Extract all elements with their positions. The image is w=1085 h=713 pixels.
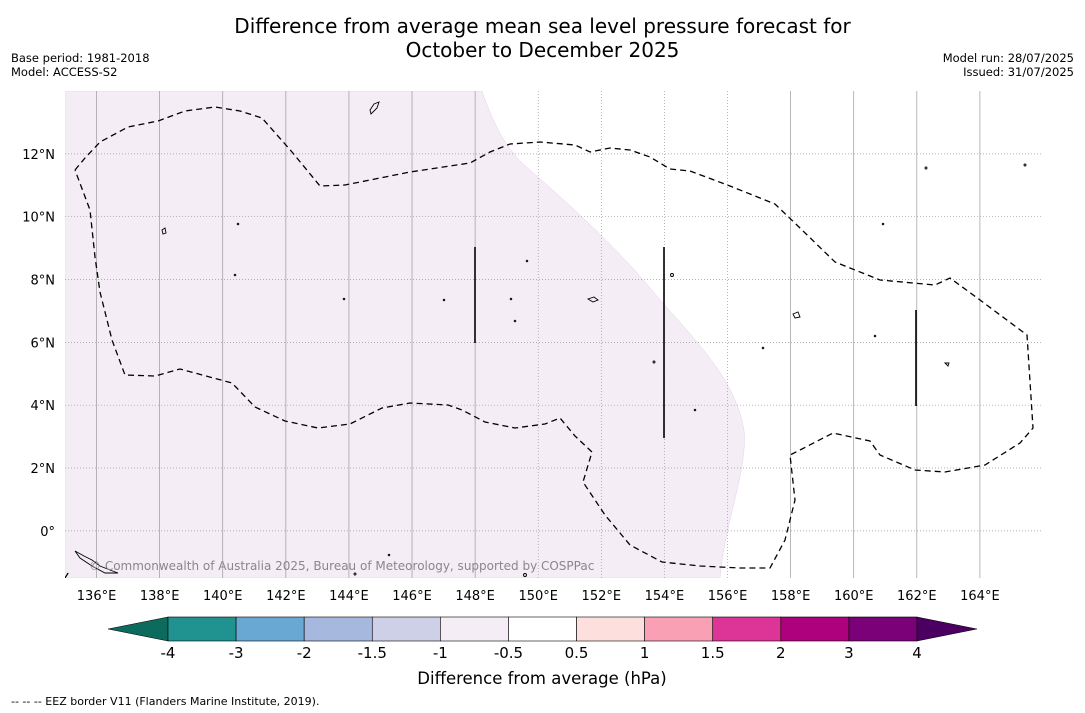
lat-tick-label-2: 2°N xyxy=(31,462,56,477)
title-line-2: October to December 2025 xyxy=(405,38,680,62)
map-area: © Commonwealth of Australia 2025, Bureau… xyxy=(65,91,1043,578)
island-yap xyxy=(161,227,167,235)
islands xyxy=(74,101,1027,577)
colorbar-bin-3 xyxy=(371,616,441,642)
islet-8 xyxy=(881,222,885,226)
map-gridlines xyxy=(65,91,1043,578)
lat-tick-label-6: 6°N xyxy=(31,336,56,351)
lon-tick-label-156: 156°E xyxy=(708,589,748,604)
lat-tick-label-0: 0° xyxy=(40,525,55,540)
footnote-eez-source: -- -- -- EEZ border V11 (Flanders Marine… xyxy=(11,695,320,708)
colorbar-tick-label-4: -1 xyxy=(433,644,448,662)
colorbar-bin-5 xyxy=(508,616,577,642)
islet-15 xyxy=(873,334,877,338)
islet-11 xyxy=(236,222,240,226)
colorbar-over-arrow xyxy=(916,616,978,642)
eez-border-south xyxy=(65,569,71,578)
islet-7 xyxy=(761,346,765,350)
lon-tick-label-142: 142°E xyxy=(266,589,306,604)
lat-tick-label-4: 4°N xyxy=(31,399,56,414)
colorbar-bin-10 xyxy=(848,616,918,642)
lon-tick-label-160: 160°E xyxy=(834,589,874,604)
colorbar-bin-4 xyxy=(440,616,509,642)
chart-title: Difference from average mean sea level p… xyxy=(0,14,1085,62)
colorbar-bin-2 xyxy=(303,616,373,642)
islet-18 xyxy=(523,573,527,577)
anomaly-region-fill xyxy=(65,91,745,578)
eez-border-fsm xyxy=(74,106,1034,569)
colorbar-under-arrow xyxy=(107,616,169,642)
colorbar-bins xyxy=(167,616,918,642)
colorbar-tick-label-8: 1.5 xyxy=(701,644,725,662)
colorbar-bin-0 xyxy=(167,616,237,642)
lat-tick-label-10: 10°N xyxy=(22,211,55,226)
colorbar-title: Difference from average (hPa) xyxy=(417,669,666,688)
colorbar-tick-label-9: 2 xyxy=(776,644,786,662)
latitude-labels: 12°N 10°N 8°N 6°N 4°N 2°N 0° xyxy=(22,148,55,540)
lon-tick-label-152: 152°E xyxy=(582,589,622,604)
model-name: Model: ACCESS-S2 xyxy=(11,65,118,79)
island-pohnpei xyxy=(792,311,801,319)
colorbar-tick-label-10: 3 xyxy=(844,644,854,662)
colorbar-tick-labels: -4 -3 -2 -1.5 -1 -0.5 0.5 1 1.5 2 3 4 xyxy=(161,644,922,662)
island-guam xyxy=(369,101,380,115)
meta-left: Base period: 1981-2018 Model: ACCESS-S2 xyxy=(11,51,150,79)
island-kosrae xyxy=(943,362,950,367)
islet-6 xyxy=(693,408,697,412)
islet-13 xyxy=(342,297,346,301)
lon-tick-label-162: 162°E xyxy=(897,589,937,604)
lon-tick-label-150: 150°E xyxy=(518,589,558,604)
base-period: Base period: 1981-2018 xyxy=(11,51,150,65)
lon-tick-label-144: 144°E xyxy=(329,589,369,604)
colorbar-tick-label-5: -0.5 xyxy=(494,644,523,662)
islet-3 xyxy=(513,319,517,323)
colorbar-tick-label-7: 1 xyxy=(640,644,650,662)
colorbar-bin-1 xyxy=(235,616,305,642)
colorbar-bin-7 xyxy=(644,616,714,642)
islet-12 xyxy=(233,273,237,277)
colorbar-tick-label-0: -4 xyxy=(161,644,176,662)
islet-14 xyxy=(442,298,446,302)
longitude-labels: 136°E 138°E 140°E 142°E 144°E 146°E 148°E 150°E… xyxy=(77,589,1000,604)
colorbar-tick-label-6: 0.5 xyxy=(565,644,589,662)
island-png-north xyxy=(74,550,119,574)
lon-tick-label-148: 148°E xyxy=(455,589,495,604)
islet-16 xyxy=(387,553,391,557)
islet-9 xyxy=(924,166,928,170)
lon-tick-label-136: 136°E xyxy=(77,589,117,604)
lon-tick-label-164: 164°E xyxy=(960,589,1000,604)
colorbar-tick-label-1: -3 xyxy=(229,644,244,662)
lon-tick-label-154: 154°E xyxy=(645,589,685,604)
lon-tick-label-146: 146°E xyxy=(392,589,432,604)
lat-tick-label-8: 8°N xyxy=(31,274,56,289)
colorbar-tick-label-11: 4 xyxy=(912,644,922,662)
islet-1 xyxy=(670,273,674,277)
lon-tick-label-158: 158°E xyxy=(771,589,811,604)
islet-17 xyxy=(353,572,357,576)
colorbar-bin-6 xyxy=(576,616,645,642)
model-run-date: Model run: 28/07/2025 xyxy=(942,51,1074,65)
colorbar-tick-label-3: -1.5 xyxy=(358,644,387,662)
copyright-notice: © Commonwealth of Australia 2025, Bureau… xyxy=(89,559,594,573)
islet-2 xyxy=(525,259,529,263)
lon-tick-label-140: 140°E xyxy=(203,589,243,604)
islet-10 xyxy=(1023,163,1027,167)
lat-tick-label-12: 12°N xyxy=(22,148,55,163)
colorbar-bin-9 xyxy=(780,616,850,642)
issued-date: Issued: 31/07/2025 xyxy=(963,65,1074,79)
title-line-1: Difference from average mean sea level p… xyxy=(234,14,851,38)
island-chuuk xyxy=(586,296,599,303)
colorbar-bin-8 xyxy=(712,616,782,642)
meta-right: Model run: 28/07/2025 Issued: 31/07/2025 xyxy=(943,51,1074,79)
islet-4 xyxy=(509,297,513,301)
lon-tick-label-138: 138°E xyxy=(140,589,180,604)
islet-5 xyxy=(652,360,656,364)
colorbar-tick-label-2: -2 xyxy=(297,644,312,662)
colorbar: -4 -3 -2 -1.5 -1 -0.5 0.5 1 1.5 2 3 4 Difference fr… xyxy=(107,616,978,688)
